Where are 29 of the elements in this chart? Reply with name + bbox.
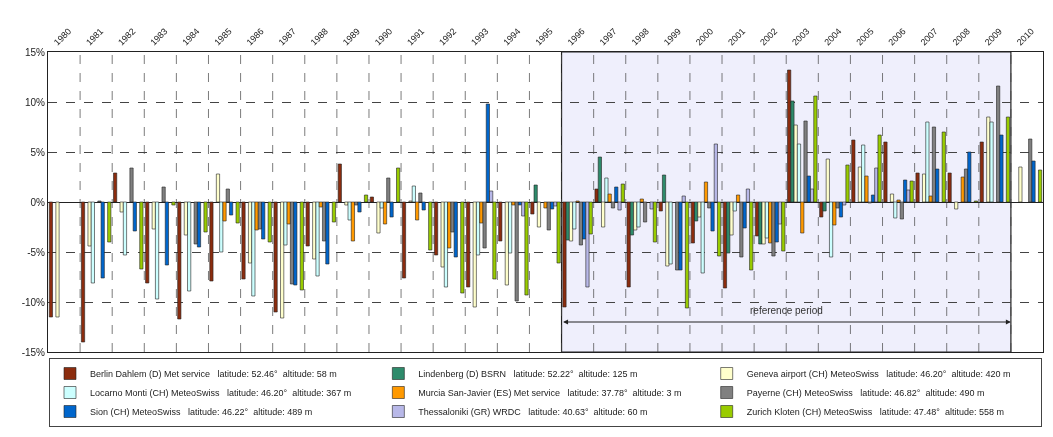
legend-label: Murcia San-Javier (ES) Met service latitude: 37.78° altitude: 3 m [418,388,682,399]
legend-label: Thessaloniki (GR) WRDC latitude: 40.63° altitude: 60 m [418,407,648,418]
bar [932,126,936,203]
bar [925,121,930,203]
bar [514,201,519,302]
legend-label: Payerne (CH) MeteoSwiss latitude: 46.82° altitude: 490 m [746,388,985,399]
bar [251,201,256,297]
y-tick-label: -5% [27,246,46,258]
y-tick-label: 15% [24,46,46,58]
y-tick-label: 10% [24,96,46,108]
bar [838,201,843,218]
y-tick-label: -10% [21,296,46,308]
bar [315,201,320,277]
y-tick-label: -15% [21,346,46,358]
legend-label: Lindenberg (D) BSRN latitude: 52.22° altitude: 125 m [418,369,638,380]
bar [585,201,590,288]
y-tick-label: 0% [30,196,46,208]
bar [350,201,355,242]
legend-label: Locarno Monti (CH) MeteoSwiss latitude: 46.20° altitude: 367 m [90,388,352,399]
band-label: reference period [750,305,823,316]
legend-label: Berlin Dahlem (D) Met service latitude: 52.46° altitude: 58 m [90,369,337,380]
bar [771,201,776,257]
bar [546,201,551,231]
legend-label: Geneva airport (CH) MeteoSwiss latitude: 46.20° altitude: 420 m [746,369,1011,380]
bar [861,144,866,203]
legend-label: Sion (CH) MeteoSwiss latitude: 46.22° altitude: 489 m [90,407,313,418]
bar [443,201,448,288]
legend-label: Zurich Kloten (CH) MeteoSwiss latitude: 47.48° altitude: 558 m [746,407,1004,418]
y-tick-label: 5% [30,146,46,158]
